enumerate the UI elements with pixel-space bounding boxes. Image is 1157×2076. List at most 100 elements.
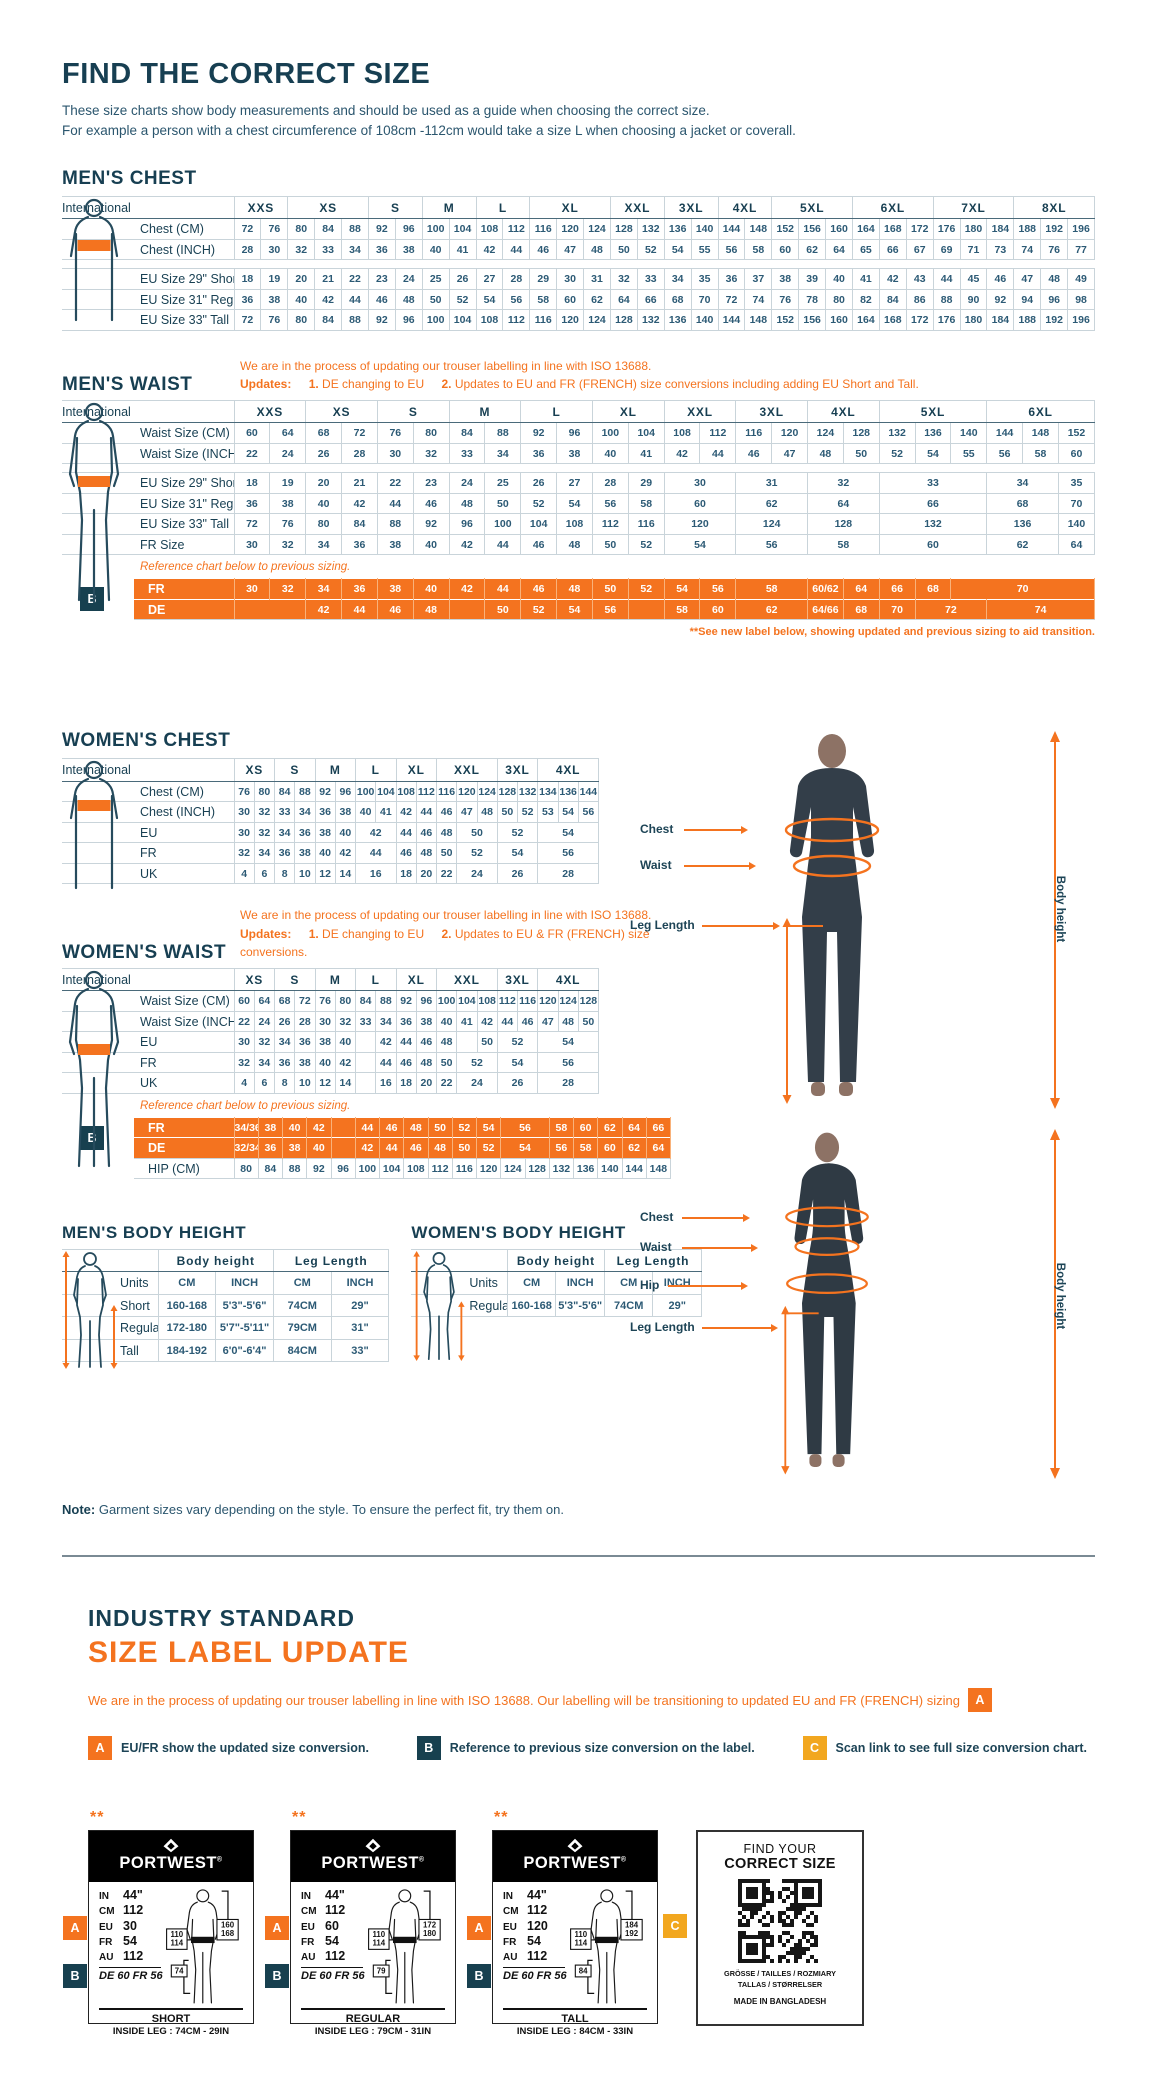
cell: 66 xyxy=(637,288,665,310)
womens-waist-table: International XS S M L XL XXL 3XL 4XL Waist Size … xyxy=(62,967,600,1094)
table-row: Chest (CM) 72 76 80 84 88 92 96 100 104 108 112 116 1… xyxy=(62,218,1095,239)
table-row: Chest (CM) 76 80 84 88 92 96 100 104 108 112 116 120… xyxy=(62,780,600,802)
cell: 58 xyxy=(663,598,701,621)
cell: 5'3"-5'6" xyxy=(555,1293,605,1318)
cell: 44 xyxy=(341,598,378,621)
cell: 32 xyxy=(269,578,307,600)
cell: 28 xyxy=(341,442,378,464)
cell: 68 xyxy=(305,422,343,444)
cell: 100 xyxy=(484,513,522,535)
update-intro: We are in the process of updating our tr… xyxy=(88,1688,1095,1713)
cell: 148 xyxy=(744,218,773,239)
cell: 36 xyxy=(341,578,378,600)
size-group-header: XL xyxy=(395,967,437,992)
man-silhouette xyxy=(782,734,880,1105)
cell: 40 xyxy=(305,492,343,514)
cell: 38 xyxy=(314,821,336,843)
cell: 164 xyxy=(851,218,880,239)
cell: 88 xyxy=(294,780,316,802)
cell: 50 xyxy=(421,288,450,310)
cell: 46 xyxy=(403,1137,429,1159)
size-table: FR 34/36 38 40 42 44 46 48 50 52 54 56 58 60 62 64 66 DE 3… xyxy=(134,1116,672,1180)
cell: 26 xyxy=(496,862,539,885)
size-label-card-tall: ** A B PORTWEST® IN 44" CM 112 EU 120 FR 54 AU 11… xyxy=(467,1809,658,2037)
cell: 33" xyxy=(331,1338,390,1363)
cell: 92 xyxy=(395,990,417,1012)
cell: 33 xyxy=(273,801,296,823)
card-measure-row: AU 112 xyxy=(301,1949,346,1964)
cell: 54 xyxy=(537,1031,599,1053)
size-group-header: 3XL xyxy=(496,967,539,992)
cell: 116 xyxy=(529,218,558,239)
cell: 27 xyxy=(556,472,593,494)
size-group-header: L xyxy=(475,195,531,219)
page-title: FIND THE CORRECT SIZE xyxy=(62,58,431,90)
row-label: Waist Size (CM) xyxy=(62,990,235,1012)
cell: 29 xyxy=(529,268,558,289)
update-2-text: Updates to EU and FR (FRENCH) size conve… xyxy=(454,377,919,392)
cell: 184 xyxy=(986,309,1015,331)
cell: 80 xyxy=(305,513,343,535)
cell: 44 xyxy=(355,842,397,864)
cell: 62 xyxy=(735,598,808,621)
cell: CM xyxy=(157,1271,217,1295)
size-group-header: XL xyxy=(591,399,665,424)
cell: 60 xyxy=(597,1137,623,1159)
cell: 54 xyxy=(496,842,539,864)
portwest-logo: PORTWEST® xyxy=(89,1831,253,1883)
svg-text:110: 110 xyxy=(574,1930,587,1939)
column-header: International xyxy=(62,758,235,782)
cell: 27 xyxy=(475,268,504,289)
hip-arrow xyxy=(668,1282,748,1291)
size-group-header: M xyxy=(448,399,522,424)
cell: 24 xyxy=(395,268,423,289)
cell: 76 xyxy=(260,309,289,331)
row-label: EU Size 33" Tall xyxy=(62,309,235,331)
cell: 50 xyxy=(496,801,519,823)
row-label: EU Size 31" Regular xyxy=(62,492,235,514)
cell: 73 xyxy=(986,238,1015,260)
cell: 132 xyxy=(517,780,539,802)
table-row: Units CM INCH CM INCH xyxy=(411,1271,702,1295)
cell: 22 xyxy=(233,442,271,464)
cell: 148 xyxy=(1022,422,1059,444)
cell: 48 xyxy=(427,1137,453,1159)
size-group-header: L xyxy=(355,967,397,992)
cell: 56 xyxy=(699,578,737,600)
cell: 18 xyxy=(233,268,262,289)
cell: 22 xyxy=(435,862,458,885)
leg-length-label: Leg Length xyxy=(630,1320,695,1335)
cell xyxy=(354,1031,377,1053)
size-group-header: M xyxy=(421,195,477,219)
reference-note: Reference chart below to previous sizing… xyxy=(140,561,351,574)
card-measure-row: FR 54 xyxy=(99,1933,137,1948)
cell: 44 xyxy=(341,288,369,310)
cell: 36 xyxy=(520,442,558,464)
cell: 196 xyxy=(1067,309,1095,331)
cell: 64 xyxy=(825,238,853,260)
size-group-header: S xyxy=(274,758,316,782)
size-group-header: L xyxy=(355,758,397,782)
size-group-header: 4XL xyxy=(807,399,880,424)
cell: 72 xyxy=(233,309,262,331)
cell: 62 xyxy=(986,533,1059,556)
cell: 144 xyxy=(986,422,1024,444)
cell: 38 xyxy=(260,288,289,310)
cell: 128 xyxy=(496,780,519,802)
cell xyxy=(456,1031,478,1053)
row-label: HIP (CM) xyxy=(134,1157,235,1180)
cell: 58 xyxy=(548,1116,575,1138)
cell: 24 xyxy=(269,442,307,464)
cell: 124 xyxy=(583,218,611,239)
cell: 148 xyxy=(744,309,773,331)
cell: 160-168 xyxy=(506,1293,557,1318)
cell: 34 xyxy=(305,533,343,556)
cell: 10 xyxy=(294,1072,316,1094)
cell: 48 xyxy=(416,1051,438,1073)
cell: 54 xyxy=(537,821,599,843)
cell: 76 xyxy=(376,422,414,444)
cell: 30 xyxy=(233,578,271,600)
table-row: Units CM INCH CM INCH xyxy=(62,1271,390,1295)
cell: 124 xyxy=(558,990,579,1012)
card-measurements: IN 44" CM 112 EU 30 FR 54 AU 112 DE 60 FR 56 xyxy=(99,1888,163,2006)
